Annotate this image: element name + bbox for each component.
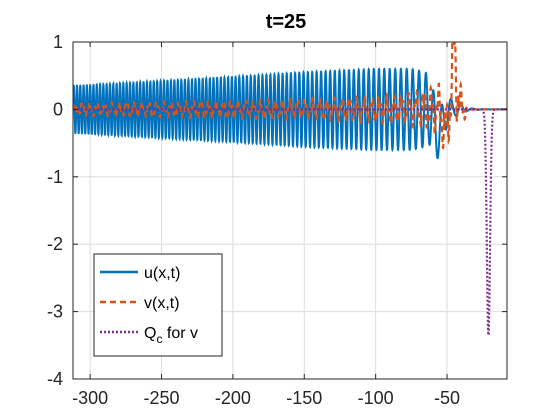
series-qc-line (73, 108, 507, 336)
legend-label: Qc for v (144, 325, 198, 346)
x-tick-label: -300 (72, 388, 108, 408)
x-tick-label: -50 (434, 388, 460, 408)
chart-title: t=25 (266, 11, 307, 33)
legend-label: u(x,t) (144, 265, 180, 282)
y-tick-label: -1 (47, 167, 63, 187)
axes-box (72, 41, 508, 380)
x-tick-label: -100 (358, 388, 394, 408)
legend: u(x,t) v(x,t) Qc for v (93, 253, 223, 357)
ticks: -300 -250 -200 -150 -100 -50 1 0 -1 -2 -3 -4 (47, 32, 507, 408)
legend-label: v(x,t) (144, 295, 180, 312)
y-tick-label: 1 (53, 32, 63, 52)
y-tick-label: 0 (53, 99, 63, 119)
y-tick-label: -3 (47, 302, 63, 322)
x-tick-label: -150 (286, 388, 322, 408)
x-tick-label: -200 (215, 388, 251, 408)
y-tick-label: -4 (47, 369, 63, 389)
x-tick-label: -250 (143, 388, 179, 408)
series-v-line (73, 42, 507, 150)
series-layer (73, 42, 507, 336)
y-tick-label: -2 (47, 234, 63, 254)
